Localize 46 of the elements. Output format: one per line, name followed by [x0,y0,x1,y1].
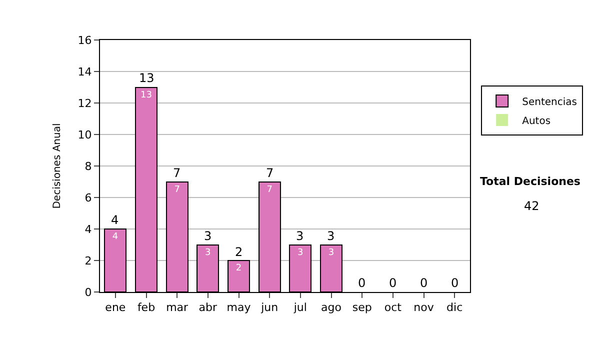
y-tick-label: 8 [84,160,92,173]
data-label: 4 [112,232,118,242]
y-tick-label: 12 [78,96,92,110]
total-label: 3 [204,229,212,243]
data-label: 13 [140,90,152,100]
x-tick-label: oct [384,301,402,314]
data-label: 7 [174,184,180,195]
y-tick-label: 6 [84,191,92,204]
x-tick-label: sep [352,301,372,314]
total-label: 2 [235,245,243,259]
x-tick-label: ene [105,301,126,314]
text: 42 [524,199,540,213]
y-tick-label: 2 [84,254,92,268]
y-tick-label: 10 [78,128,92,142]
x-tick-label: jul [292,301,307,314]
data-label: 3 [298,248,304,258]
total-label: 13 [139,71,154,85]
total-label: 3 [296,229,304,243]
x-tick-label: may [226,301,252,314]
total-label: 4 [111,213,119,227]
total-label: 3 [327,229,335,243]
x-tick-label: mar [166,301,189,314]
data-label: 3 [328,248,334,258]
x-tick-label: abr [198,301,218,314]
total-label: 0 [389,276,397,290]
y-tick-label: 4 [84,222,92,236]
total-label: 0 [451,276,459,290]
legend-label: Autos [522,116,551,127]
total-label: 7 [266,166,274,180]
y-axis-title: Decisiones Anual [52,123,63,209]
total-label: 0 [420,276,428,290]
x-tick-label: feb [137,301,156,314]
data-label: 3 [205,248,211,258]
x-tick-label: jun [260,301,278,314]
y-tick-label: 0 [84,286,92,299]
y-tick-label: 14 [78,65,92,78]
y-tick-label: 16 [78,34,92,47]
total-label: 7 [173,166,181,180]
total-label: 0 [358,276,366,290]
x-tick-label: ago [321,301,342,314]
data-label: 2 [236,264,242,274]
data-label: 7 [266,184,272,195]
legend-label: Sentencias [522,96,577,108]
x-tick-label: nov [414,301,434,314]
text: Total Decisiones [480,175,581,188]
x-tick-label: dic [446,301,463,314]
